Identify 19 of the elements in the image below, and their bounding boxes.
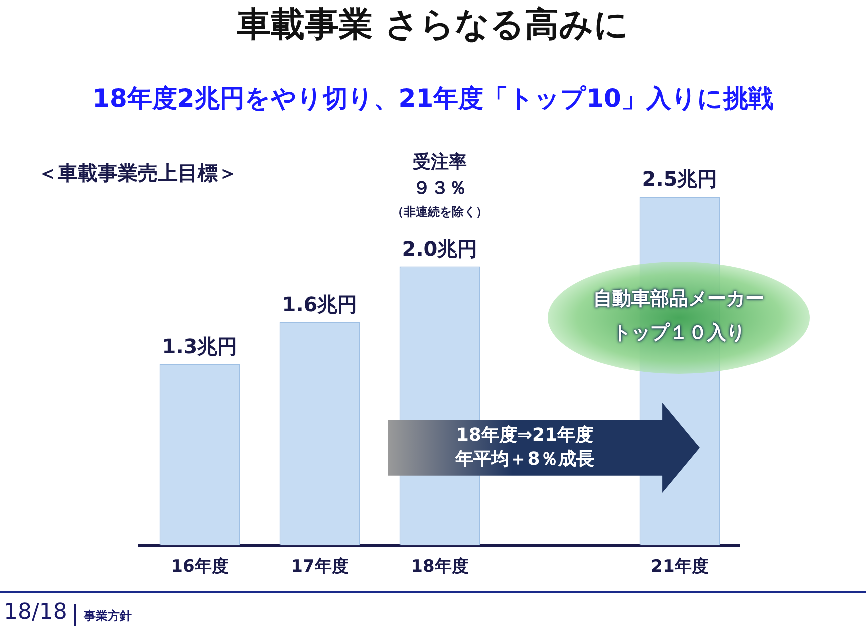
x-tick-label: 17年度 — [291, 557, 349, 578]
text: 事業方針 — [84, 608, 132, 625]
annotation: 18年度⇒21年度 — [455, 424, 595, 448]
chart-subtitle: 18年度2兆円をやり切り、21年度「トップ10」入りに挑戦 — [92, 83, 774, 115]
x-tick-label: 18年度 — [411, 557, 469, 578]
text: 受注率 — [412, 151, 468, 174]
annotation: （非連続を除く） — [391, 204, 489, 221]
text: ＜車載事業売上目標＞ — [38, 160, 238, 187]
annotation: ９３％ — [412, 177, 468, 200]
data-label: 2.0兆円 — [402, 236, 478, 261]
x-tick-label: 16年度 — [171, 557, 229, 578]
data-label: 2.5兆円 — [642, 167, 718, 192]
data-label: 1.6兆円 — [282, 292, 358, 317]
annotation: 年平均＋8％成長 — [454, 448, 596, 472]
text: 18/18 — [4, 600, 68, 625]
x-tick-label: 21年度 — [651, 557, 709, 578]
data-label: 1.3兆円 — [162, 334, 238, 359]
chart-title: 車載事業 さらなる高みに — [236, 4, 630, 47]
annotation: 自動車部品メーカートップ１０入り — [592, 287, 766, 346]
